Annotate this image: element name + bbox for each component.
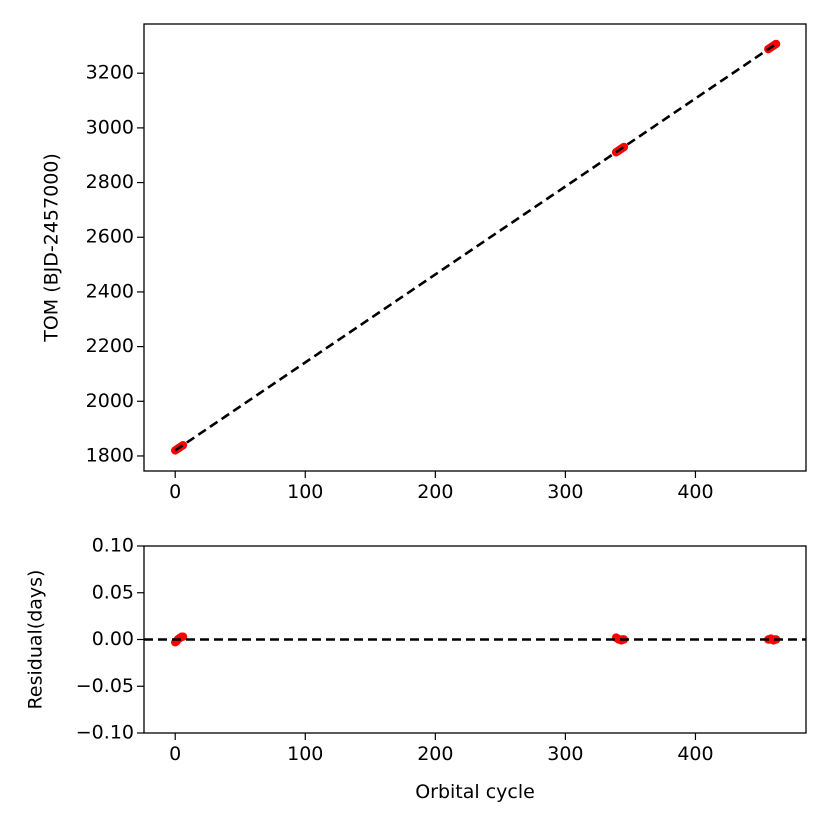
y-tick-label: 1800 — [86, 444, 134, 466]
y-tick-label: 0.10 — [92, 535, 134, 557]
y-tick-label: −0.05 — [76, 675, 134, 697]
y-axis-ticks: −0.10 −0.05 0.00 0.05 0.10 — [76, 535, 144, 744]
y-tick-label: 2200 — [86, 335, 134, 357]
x-axis-label: Orbital cycle — [415, 781, 535, 803]
data-marks — [144, 632, 806, 647]
y-tick-label: 2000 — [86, 390, 134, 412]
y-axis-ticks: 1800 2000 2200 2400 2600 2800 3000 3200 — [86, 62, 144, 466]
data-marks — [171, 39, 781, 455]
x-tick-label: 300 — [547, 481, 583, 503]
x-axis-ticks: 0 100 200 300 400 — [169, 471, 714, 503]
y-tick-label: 2600 — [86, 226, 134, 248]
x-tick-label: 0 — [169, 743, 181, 765]
axes-frame — [143, 23, 807, 472]
x-tick-label: 200 — [417, 481, 453, 503]
x-tick-label: 100 — [287, 481, 323, 503]
x-tick-label: 0 — [169, 481, 181, 503]
y-axis-label: Residual(days) — [25, 570, 47, 710]
y-axis-label: TOM (BJD-2457000) — [41, 153, 63, 343]
y-tick-label: −0.10 — [76, 722, 134, 744]
y-tick-label: 2400 — [86, 280, 134, 302]
x-tick-label: 300 — [547, 743, 583, 765]
top-panel-tom: 0 100 200 300 400 1800 2000 2200 2400 2600 2800 30… — [41, 23, 807, 503]
x-axis-ticks: 0 100 200 300 400 — [169, 733, 714, 765]
x-tick-label: 200 — [417, 743, 453, 765]
x-tick-label: 100 — [287, 743, 323, 765]
y-tick-label: 2800 — [86, 171, 134, 193]
y-tick-label: 3200 — [86, 62, 134, 84]
x-tick-label: 400 — [677, 481, 713, 503]
y-tick-label: 0.00 — [92, 628, 134, 650]
x-tick-label: 400 — [677, 743, 713, 765]
plot-area — [144, 24, 806, 471]
y-tick-label: 0.05 — [92, 581, 134, 603]
y-tick-label: 3000 — [86, 116, 134, 138]
bottom-panel-residual: 0 100 200 300 400 −0.10 −0.05 0.00 0.05 0.10 Res… — [25, 535, 807, 803]
axes-frame — [143, 545, 807, 734]
linear-fit-line — [174, 42, 777, 452]
